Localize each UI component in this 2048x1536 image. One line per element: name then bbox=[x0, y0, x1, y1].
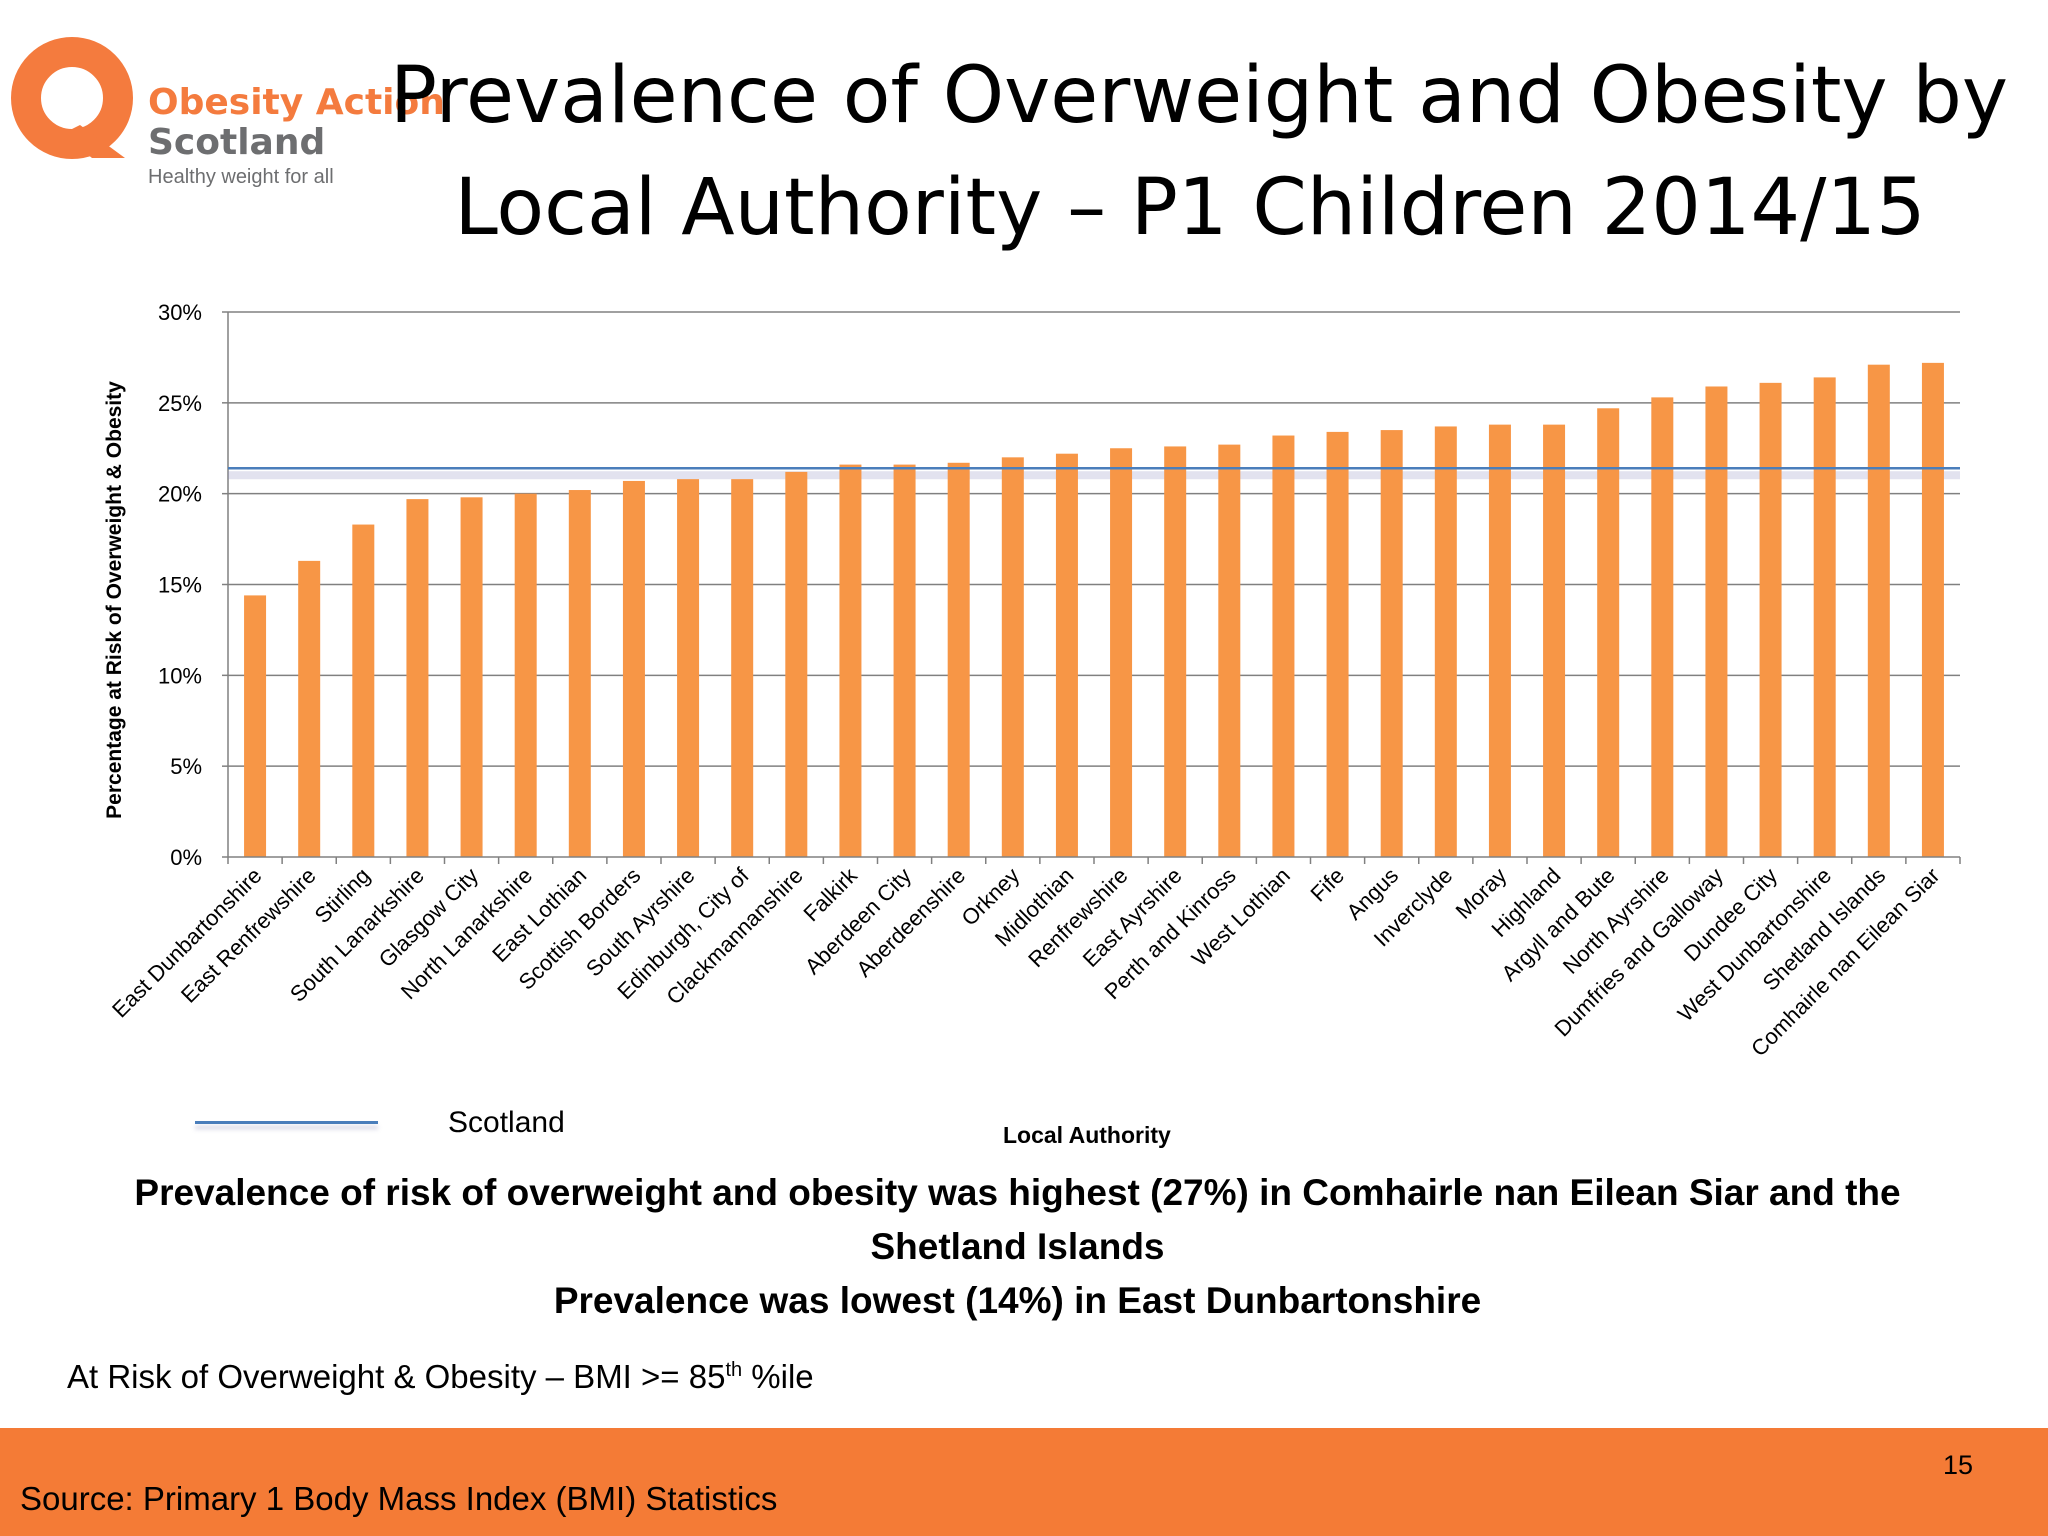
title-line1: Prevalence of Overweight and Obesity by bbox=[390, 51, 2009, 141]
bar bbox=[1543, 424, 1566, 857]
bar bbox=[785, 471, 808, 857]
bar bbox=[1597, 408, 1620, 857]
summary-line3: Prevalence was lowest (14%) in East Dunb… bbox=[553, 1280, 1482, 1321]
bar bbox=[677, 479, 700, 857]
bar bbox=[1272, 435, 1295, 857]
bar bbox=[731, 479, 754, 857]
title-line2: Local Authority – P1 Children 2014/15 bbox=[454, 163, 1926, 253]
bar bbox=[1759, 382, 1782, 857]
x-tick-label: Fife bbox=[1305, 863, 1349, 907]
footnote: At Risk of Overweight & Obesity – BMI >=… bbox=[67, 1358, 814, 1396]
bar bbox=[460, 497, 483, 857]
bar bbox=[568, 490, 591, 857]
bar bbox=[406, 499, 429, 857]
summary-text: Prevalence of risk of overweight and obe… bbox=[30, 1166, 2005, 1328]
bar bbox=[1164, 446, 1187, 857]
bar bbox=[244, 595, 267, 857]
bar bbox=[1867, 364, 1890, 857]
summary-line2: Shetland Islands bbox=[870, 1226, 1165, 1267]
summary-line1: Prevalence of risk of overweight and obe… bbox=[134, 1172, 1901, 1213]
logo-name-line1: Obesity Action bbox=[148, 82, 445, 123]
reference-line-shadow bbox=[228, 471, 1960, 480]
y-axis-label: Percentage at Risk of Overweight & Obesi… bbox=[103, 381, 126, 819]
bar bbox=[1326, 431, 1349, 857]
y-tick-label: 0% bbox=[170, 845, 202, 870]
bar bbox=[893, 464, 916, 857]
x-axis-label: Local Authority bbox=[1003, 1122, 1171, 1148]
bar bbox=[622, 480, 645, 857]
bar bbox=[839, 464, 862, 857]
logo: Obesity Action Scotland Healthy weight f… bbox=[10, 30, 445, 200]
bar bbox=[514, 493, 537, 857]
page-title: Prevalence of Overweight and Obesity by … bbox=[390, 40, 2009, 264]
logo-mark-icon bbox=[11, 37, 133, 159]
bar bbox=[298, 560, 321, 857]
legend-swatch-scotland bbox=[195, 1121, 378, 1124]
y-tick-label: 30% bbox=[158, 300, 202, 325]
bar bbox=[1651, 397, 1674, 857]
bar bbox=[1001, 457, 1024, 857]
footnote-superscript: th bbox=[725, 1359, 743, 1381]
page-number: 15 bbox=[1942, 1450, 1973, 1480]
logo-name-line2: Scotland bbox=[148, 122, 326, 163]
bar bbox=[947, 462, 970, 857]
source-text: Source: Primary 1 Body Mass Index (BMI) … bbox=[20, 1480, 778, 1517]
y-tick-label: 5% bbox=[170, 754, 202, 779]
y-tick-label: 25% bbox=[158, 391, 202, 416]
logo-tagline: Healthy weight for all bbox=[148, 166, 334, 188]
bar-chart: 0%5%10%15%20%25%30%East DunbartonshireEa… bbox=[107, 300, 1961, 1061]
bar bbox=[1434, 426, 1457, 857]
bar bbox=[352, 524, 375, 857]
bar bbox=[1055, 453, 1078, 857]
y-tick-label: 10% bbox=[158, 663, 202, 688]
bar bbox=[1110, 448, 1133, 857]
legend-label-scotland: Scotland bbox=[448, 1106, 565, 1139]
bar bbox=[1380, 430, 1403, 857]
y-tick-label: 15% bbox=[158, 573, 202, 598]
bar bbox=[1218, 444, 1241, 857]
footnote-text: At Risk of Overweight & Obesity – BMI >=… bbox=[67, 1358, 726, 1395]
y-tick-label: 20% bbox=[158, 482, 202, 507]
bar bbox=[1488, 424, 1511, 857]
bar bbox=[1921, 362, 1944, 857]
bar bbox=[1705, 386, 1728, 857]
footer-bar: 15 Source: Primary 1 Body Mass Index (BM… bbox=[0, 1428, 2048, 1536]
footnote-suffix: %ile bbox=[742, 1358, 814, 1395]
bar bbox=[1813, 377, 1836, 857]
